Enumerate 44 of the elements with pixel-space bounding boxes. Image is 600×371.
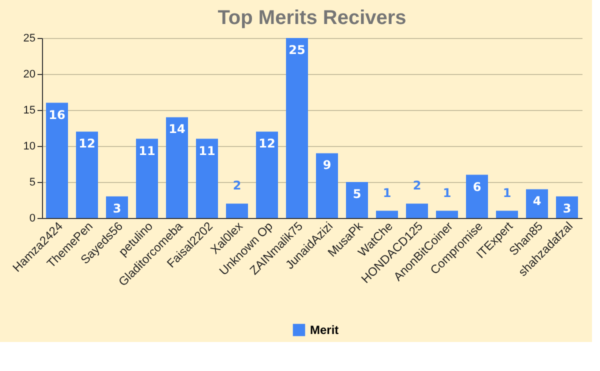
bar [166, 117, 188, 218]
data-label: 4 [532, 194, 542, 208]
data-label: 1 [382, 186, 392, 200]
bar [106, 196, 128, 218]
bar [256, 132, 278, 218]
data-label: 12 [78, 136, 96, 151]
bar [196, 138, 218, 218]
y-tick-label: 5 [29, 176, 36, 188]
data-label: 6 [472, 180, 482, 194]
data-label: 2 [232, 178, 242, 193]
data-label: 9 [322, 158, 332, 172]
bar [376, 210, 398, 218]
data-label: 14 [168, 122, 186, 136]
chart-title: Top Merits Recivers [218, 7, 406, 29]
data-label: 12 [258, 136, 276, 151]
y-tick-label: 20 [23, 68, 36, 80]
bar [466, 174, 488, 218]
data-label: 5 [352, 187, 362, 201]
data-label: 2 [412, 178, 422, 193]
data-label: 16 [48, 108, 66, 122]
data-label: 11 [198, 144, 216, 158]
legend-label: Merit [310, 323, 339, 337]
bar [76, 132, 98, 218]
bar [526, 189, 548, 218]
bar [496, 210, 518, 218]
bar [46, 102, 68, 218]
bar [556, 196, 578, 218]
bar [436, 210, 458, 218]
data-label: 1 [442, 186, 452, 200]
data-label: 25 [288, 43, 306, 57]
y-tick-label: 0 [29, 212, 36, 224]
bar [316, 153, 338, 218]
data-label: 11 [138, 144, 156, 158]
y-tick-label: 15 [23, 104, 36, 116]
bar [226, 204, 248, 218]
bar [406, 204, 428, 218]
y-tick-label: 25 [23, 32, 36, 44]
data-label: 1 [502, 186, 512, 200]
y-tick-label: 10 [23, 140, 36, 152]
data-label: 3 [562, 201, 572, 216]
bar [136, 138, 158, 218]
data-label: 3 [112, 201, 122, 216]
bar [286, 38, 308, 218]
bar [346, 182, 368, 218]
